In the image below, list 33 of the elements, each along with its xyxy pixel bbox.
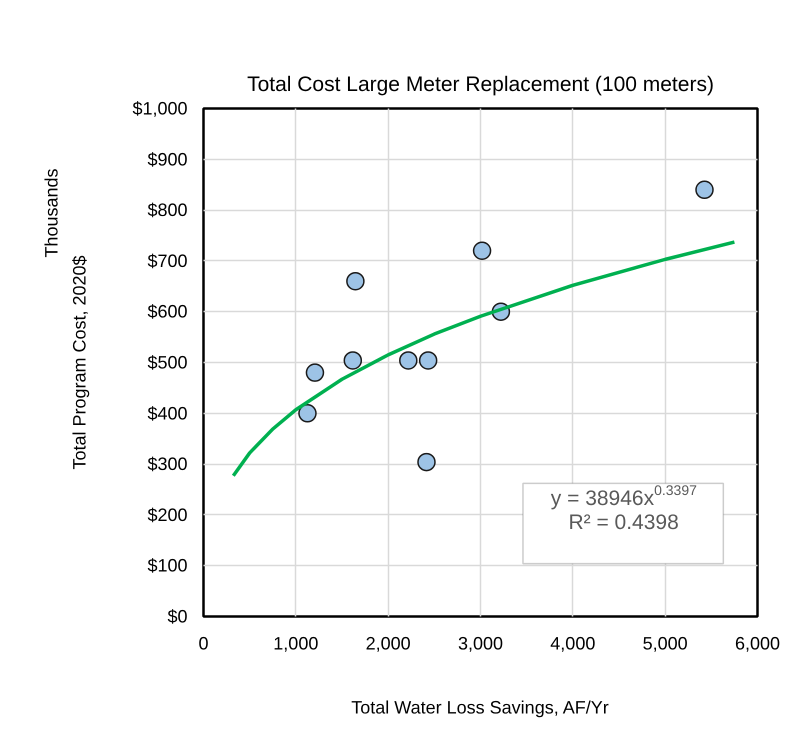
x-tick-label: 1,000 [273,634,318,654]
point [346,272,365,290]
point [695,180,714,200]
y-tick-label: $0 [167,606,188,626]
point [472,242,492,260]
point [399,351,418,370]
text: Thousands [42,168,62,258]
x-axis-title: Total Water Loss Savings, AF/Yr [351,698,609,718]
y-tick-label: $600 [147,302,188,322]
y-tick-label: $200 [147,504,188,525]
point [298,404,317,423]
line-series [232,240,736,478]
y-tick-label: $900 [147,149,188,170]
point [344,351,362,370]
x-tick-label: 3,000 [458,634,504,654]
point [418,351,438,370]
x-tick-label: 4,000 [550,634,596,654]
x-tick-label: 0 [198,634,209,654]
y-tick-label: $500 [147,352,188,372]
y-tick-label: $400 [147,403,188,424]
point [306,363,324,382]
annotation: R² = 0.4398 [568,510,679,534]
y-tick-label: $800 [147,200,188,220]
y-tick-label: $1,000 [132,98,188,118]
x-tick-label: 2,000 [366,634,411,654]
x-tick-label: 5,000 [642,634,688,654]
y-tick-label: $100 [147,556,188,576]
y-tick-label: $300 [147,454,188,474]
x-tick-label: 6,000 [734,634,780,654]
point [417,452,436,472]
y-tick-label: $700 [147,250,188,271]
y-axis-title: Total Program Cost, 2020$ [69,255,90,470]
chart-title: Total Cost Large Meter Replacement (100 meters) [247,73,714,96]
